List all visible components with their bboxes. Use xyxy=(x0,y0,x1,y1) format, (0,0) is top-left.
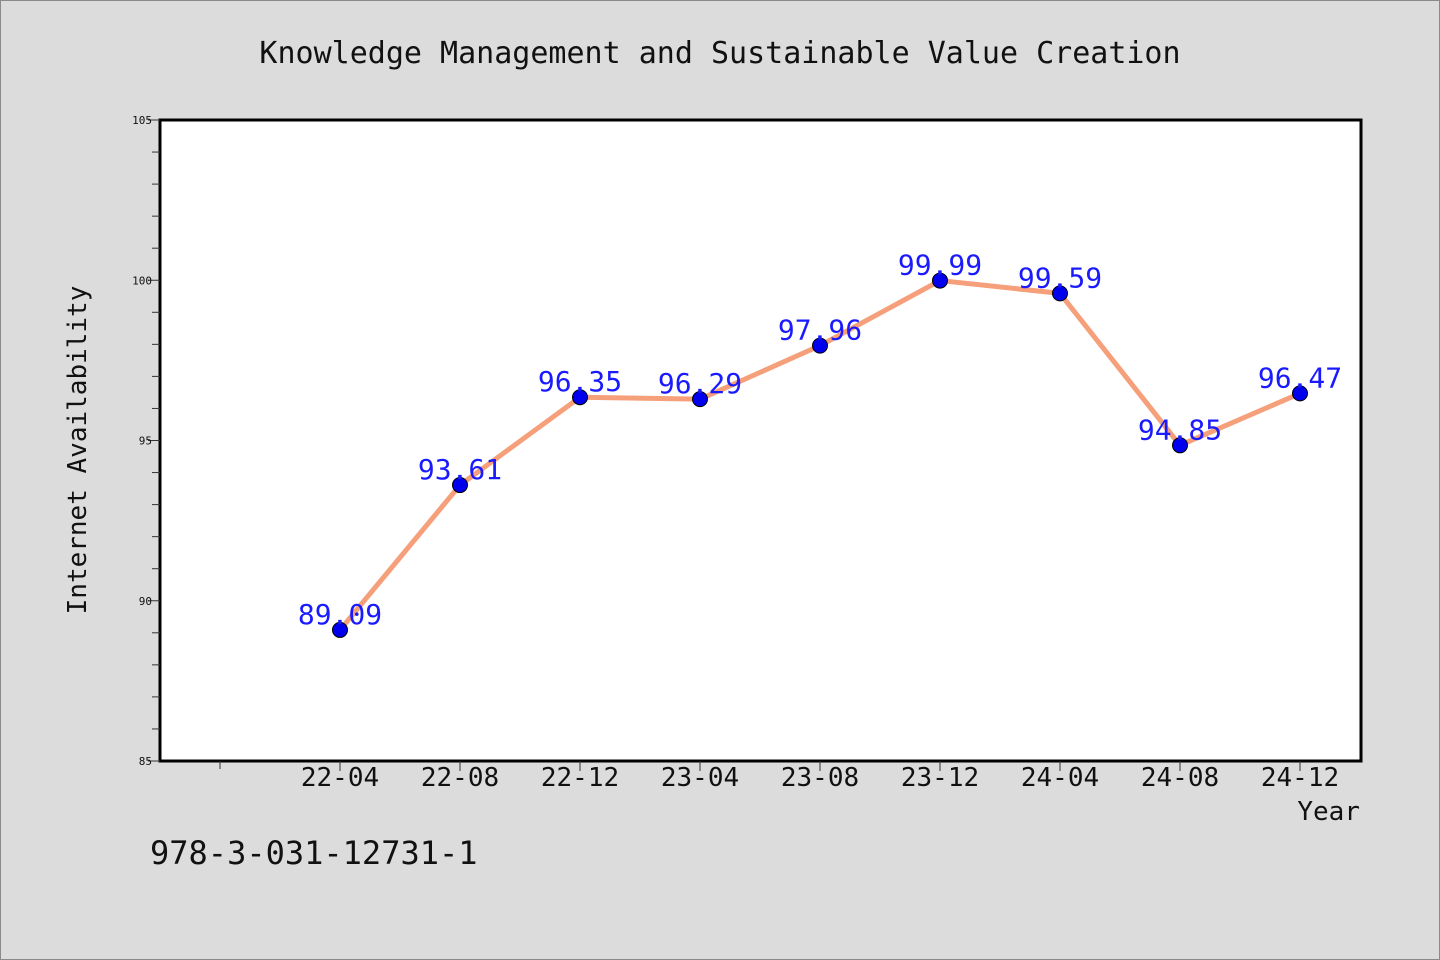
data-point-marker xyxy=(812,337,828,354)
x-axis-label: Year xyxy=(1297,797,1360,827)
y-tick-label: 100 xyxy=(132,274,152,287)
x-tick-label: 24-04 xyxy=(1021,763,1099,793)
data-labels-group: 89.09 93.61 96.35 96.29 97.96 99.99 99.59 94.85… xyxy=(298,249,1342,631)
x-axis: 22-04 22-08 22-12 23-04 23-08 23-12 24-04 24-08… xyxy=(219,761,1339,793)
data-label: 96.29 xyxy=(658,367,742,400)
x-tick-label: 22-12 xyxy=(541,763,619,793)
data-label: 99.59 xyxy=(1018,261,1102,294)
x-tick-label: 23-12 xyxy=(901,763,979,793)
y-tick-label: 85 xyxy=(139,755,152,768)
isbn-footer: 978-3-031-12731-1 xyxy=(150,834,478,872)
data-point-marker xyxy=(332,621,348,638)
data-point-marker xyxy=(1292,385,1308,402)
data-label: 99.99 xyxy=(898,249,982,282)
y-tick-label: 90 xyxy=(139,595,152,608)
x-tick-label: 24-12 xyxy=(1261,763,1339,793)
y-tick-label: 95 xyxy=(139,435,152,448)
data-point-marker xyxy=(1052,285,1068,302)
data-point-marker xyxy=(932,272,948,289)
plot-area xyxy=(158,118,1363,763)
x-tick-label: 22-04 xyxy=(301,763,379,793)
y-tick-label: 105 xyxy=(132,114,152,127)
chart-title: Knowledge Management and Sustainable Val… xyxy=(259,36,1180,71)
x-tick-label: 23-04 xyxy=(661,763,739,793)
x-tick-label: 24-08 xyxy=(1141,763,1219,793)
y-axis-label: Internet Availability xyxy=(63,286,93,615)
data-point-marker xyxy=(692,391,708,408)
data-label: 96.47 xyxy=(1258,361,1342,394)
data-point-marker xyxy=(452,477,468,494)
data-point-marker xyxy=(1172,437,1188,454)
data-label: 96.35 xyxy=(538,365,622,398)
data-point-marker xyxy=(572,389,588,406)
data-label: 89.09 xyxy=(298,598,382,631)
data-label: 93.61 xyxy=(418,453,502,486)
y-axis: 85 90 95 100 105 xyxy=(132,114,160,768)
data-label: 94.85 xyxy=(1138,413,1222,446)
series-group xyxy=(332,272,1308,638)
data-label: 97.96 xyxy=(778,314,862,347)
x-tick-label: 23-08 xyxy=(781,763,859,793)
x-tick-label: 22-08 xyxy=(421,763,499,793)
